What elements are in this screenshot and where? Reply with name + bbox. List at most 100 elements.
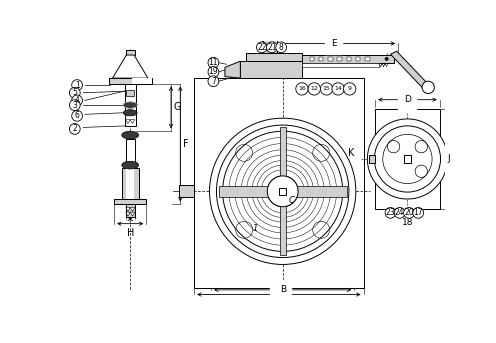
Bar bbox=[365, 57, 370, 61]
Bar bbox=[279, 188, 286, 195]
Bar bbox=[310, 57, 314, 61]
Text: C: C bbox=[289, 196, 295, 205]
Ellipse shape bbox=[124, 110, 137, 116]
Ellipse shape bbox=[124, 102, 137, 108]
Text: 22: 22 bbox=[257, 43, 267, 52]
Text: 18: 18 bbox=[402, 217, 413, 227]
Circle shape bbox=[368, 119, 447, 199]
Text: 20: 20 bbox=[404, 208, 414, 217]
Circle shape bbox=[404, 208, 414, 218]
Bar bbox=[219, 186, 347, 197]
Bar bbox=[125, 204, 135, 217]
Polygon shape bbox=[113, 55, 148, 78]
Text: 1: 1 bbox=[253, 224, 258, 233]
Text: 23: 23 bbox=[386, 208, 395, 217]
Circle shape bbox=[276, 42, 287, 53]
Circle shape bbox=[267, 176, 298, 207]
Text: 17: 17 bbox=[413, 208, 423, 217]
Text: 21: 21 bbox=[267, 43, 277, 52]
Bar bbox=[337, 57, 342, 61]
Bar bbox=[279, 188, 286, 195]
Circle shape bbox=[208, 67, 219, 78]
Circle shape bbox=[320, 83, 333, 95]
Ellipse shape bbox=[122, 161, 139, 169]
Bar bbox=[319, 57, 323, 61]
Bar bbox=[302, 63, 379, 67]
Bar bbox=[369, 155, 375, 163]
Bar bbox=[356, 57, 361, 61]
Circle shape bbox=[208, 57, 219, 68]
Circle shape bbox=[72, 80, 82, 91]
Circle shape bbox=[413, 208, 424, 218]
Bar bbox=[122, 168, 139, 199]
Circle shape bbox=[332, 83, 344, 95]
Text: 5: 5 bbox=[72, 88, 77, 97]
Bar bbox=[404, 155, 411, 163]
Circle shape bbox=[385, 57, 388, 60]
Bar bbox=[241, 61, 302, 78]
Bar bbox=[347, 57, 351, 61]
Bar bbox=[302, 55, 394, 63]
Bar bbox=[179, 185, 194, 198]
Text: 2: 2 bbox=[72, 125, 77, 133]
Text: 19: 19 bbox=[209, 68, 218, 76]
Text: 15: 15 bbox=[323, 86, 330, 91]
Bar bbox=[125, 139, 135, 162]
Bar bbox=[328, 57, 333, 61]
Text: 4: 4 bbox=[75, 96, 79, 105]
Bar bbox=[114, 199, 146, 204]
Circle shape bbox=[208, 76, 219, 86]
Circle shape bbox=[69, 87, 80, 98]
Text: 7: 7 bbox=[211, 77, 216, 86]
Circle shape bbox=[209, 118, 356, 264]
Bar bbox=[265, 35, 274, 40]
Bar bbox=[126, 90, 134, 96]
Text: B: B bbox=[280, 285, 286, 294]
Text: H: H bbox=[126, 228, 134, 238]
Bar bbox=[280, 127, 286, 255]
Polygon shape bbox=[390, 51, 430, 89]
Circle shape bbox=[72, 95, 82, 106]
Bar bbox=[194, 78, 364, 288]
Text: K: K bbox=[348, 148, 355, 158]
Text: 1: 1 bbox=[75, 81, 79, 90]
Text: 16: 16 bbox=[298, 86, 306, 91]
Circle shape bbox=[344, 83, 356, 95]
Circle shape bbox=[308, 83, 320, 95]
Circle shape bbox=[267, 176, 298, 207]
Ellipse shape bbox=[122, 131, 139, 139]
Text: 24: 24 bbox=[395, 208, 405, 217]
Circle shape bbox=[256, 42, 267, 53]
Polygon shape bbox=[125, 120, 130, 123]
Bar bbox=[375, 109, 440, 209]
Circle shape bbox=[422, 81, 434, 94]
Circle shape bbox=[72, 110, 82, 121]
Polygon shape bbox=[130, 208, 135, 211]
Text: D: D bbox=[404, 95, 411, 104]
Bar bbox=[246, 54, 302, 61]
Text: A: A bbox=[276, 290, 282, 299]
Polygon shape bbox=[130, 212, 135, 216]
Polygon shape bbox=[125, 212, 130, 216]
Polygon shape bbox=[125, 208, 130, 211]
Text: G: G bbox=[173, 102, 181, 113]
Bar bbox=[125, 50, 135, 55]
Bar bbox=[125, 83, 135, 126]
Text: 12: 12 bbox=[310, 86, 318, 91]
Circle shape bbox=[385, 208, 396, 218]
Text: 6: 6 bbox=[75, 111, 79, 120]
Bar bbox=[109, 78, 152, 83]
Circle shape bbox=[266, 42, 277, 53]
Text: 9: 9 bbox=[348, 86, 352, 91]
Polygon shape bbox=[225, 61, 241, 78]
Text: F: F bbox=[183, 139, 188, 149]
Bar bbox=[401, 209, 414, 214]
Text: 3: 3 bbox=[72, 100, 77, 109]
Text: 11: 11 bbox=[209, 58, 218, 67]
Bar bbox=[126, 168, 134, 199]
Text: 8: 8 bbox=[279, 43, 284, 52]
Bar bbox=[132, 78, 152, 83]
Circle shape bbox=[394, 208, 405, 218]
Text: 14: 14 bbox=[334, 86, 342, 91]
Circle shape bbox=[69, 123, 80, 134]
